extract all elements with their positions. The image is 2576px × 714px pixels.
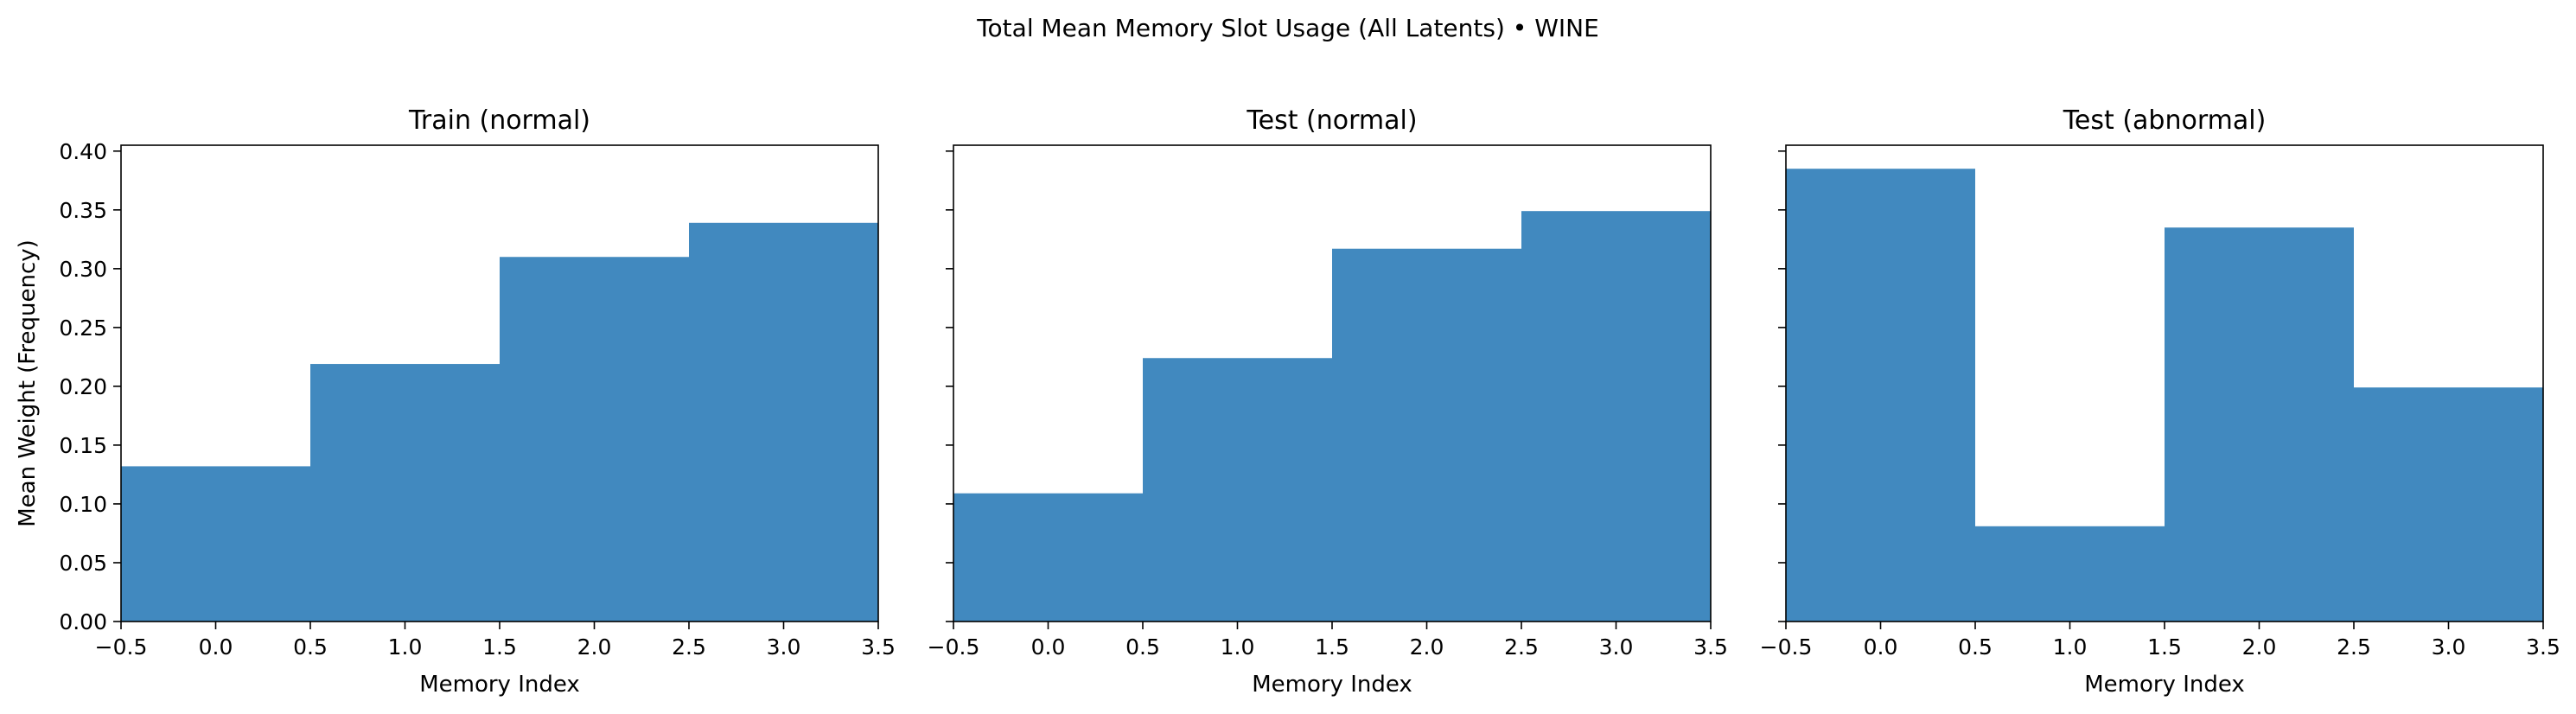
x-axis-label: Memory Index <box>2084 672 2245 698</box>
subplot-title: Train (normal) <box>408 105 590 136</box>
x-tick-label: 1.0 <box>2053 634 2088 660</box>
bar-slot-2 <box>500 257 689 622</box>
x-tick-label: 2.5 <box>672 634 706 660</box>
x-tick-label: −0.5 <box>1760 634 1813 660</box>
x-tick-label: 0.5 <box>293 634 328 660</box>
x-tick-label: 3.5 <box>2526 634 2560 660</box>
y-axis-label: Mean Weight (Frequency) <box>15 239 41 527</box>
x-tick-label: 1.5 <box>482 634 517 660</box>
x-tick-label: 1.5 <box>1315 634 1349 660</box>
bar-slot-0 <box>953 493 1143 622</box>
y-tick-label: 0.35 <box>59 198 107 223</box>
x-tick-label: 3.0 <box>2432 634 2466 660</box>
bar-slot-3 <box>1521 211 1711 622</box>
subplot-3: −0.5 0.0 0.5 1.0 1.5 2.0 2.5 3.0 3.5 Test (abnorm… <box>1760 105 2560 698</box>
x-tick-label: 0.0 <box>199 634 233 660</box>
x-tick-label: 3.5 <box>861 634 896 660</box>
x-tick-label: 1.5 <box>2147 634 2182 660</box>
y-tick-label: 0.25 <box>59 316 107 341</box>
subplot-title: Test (abnormal) <box>2063 105 2267 136</box>
y-tick-label: 0.30 <box>59 257 107 282</box>
subplot-2: −0.5 0.0 0.5 1.0 1.5 2.0 2.5 3.0 3.5 Test (normal… <box>928 105 1728 698</box>
figure-suptitle: Total Mean Memory Slot Usage (All Latent… <box>976 14 1599 42</box>
y-tick-label: 0.10 <box>59 492 107 517</box>
bar-slot-1 <box>1143 358 1332 622</box>
x-tick-label: 2.0 <box>2242 634 2277 660</box>
bar-slot-3 <box>2354 387 2543 622</box>
x-tick-label: 1.0 <box>1221 634 1255 660</box>
x-axis-label: Memory Index <box>1252 672 1412 698</box>
bar-slot-0 <box>121 466 310 622</box>
x-tick-label: 0.0 <box>1031 634 1066 660</box>
x-tick-label: 0.5 <box>1958 634 1993 660</box>
x-tick-label: 2.5 <box>2337 634 2371 660</box>
y-tick-label: 0.05 <box>59 551 107 576</box>
x-tick-label: 0.0 <box>1864 634 1898 660</box>
x-tick-label: −0.5 <box>95 634 148 660</box>
x-tick-label: 1.0 <box>388 634 423 660</box>
y-tick-label: 0.20 <box>59 374 107 399</box>
bar-slot-2 <box>1332 248 1521 622</box>
x-tick-label: 2.0 <box>1410 634 1444 660</box>
x-tick-label: 3.0 <box>767 634 801 660</box>
x-tick-label: 2.0 <box>577 634 612 660</box>
bar-slot-2 <box>2165 227 2354 622</box>
x-tick-label: −0.5 <box>928 634 980 660</box>
x-axis-label: Memory Index <box>419 672 580 698</box>
bar-slot-1 <box>1975 526 2165 622</box>
x-tick-label: 3.5 <box>1693 634 1728 660</box>
y-tick-label: 0.15 <box>59 433 107 458</box>
x-tick-label: 0.5 <box>1125 634 1160 660</box>
y-tick-label: 0.00 <box>59 609 107 634</box>
bar-slot-3 <box>689 222 878 622</box>
bar-slot-0 <box>1786 169 1975 622</box>
x-tick-label: 3.0 <box>1599 634 1634 660</box>
bar-slot-1 <box>310 364 500 622</box>
y-tick-label: 0.40 <box>59 139 107 164</box>
subplot-title: Test (normal) <box>1246 105 1417 136</box>
x-tick-label: 2.5 <box>1504 634 1539 660</box>
subplot-1: −0.5 0.0 0.5 1.0 1.5 2.0 2.5 3.0 3.5 0.00 0.05 0.10… <box>15 105 896 698</box>
